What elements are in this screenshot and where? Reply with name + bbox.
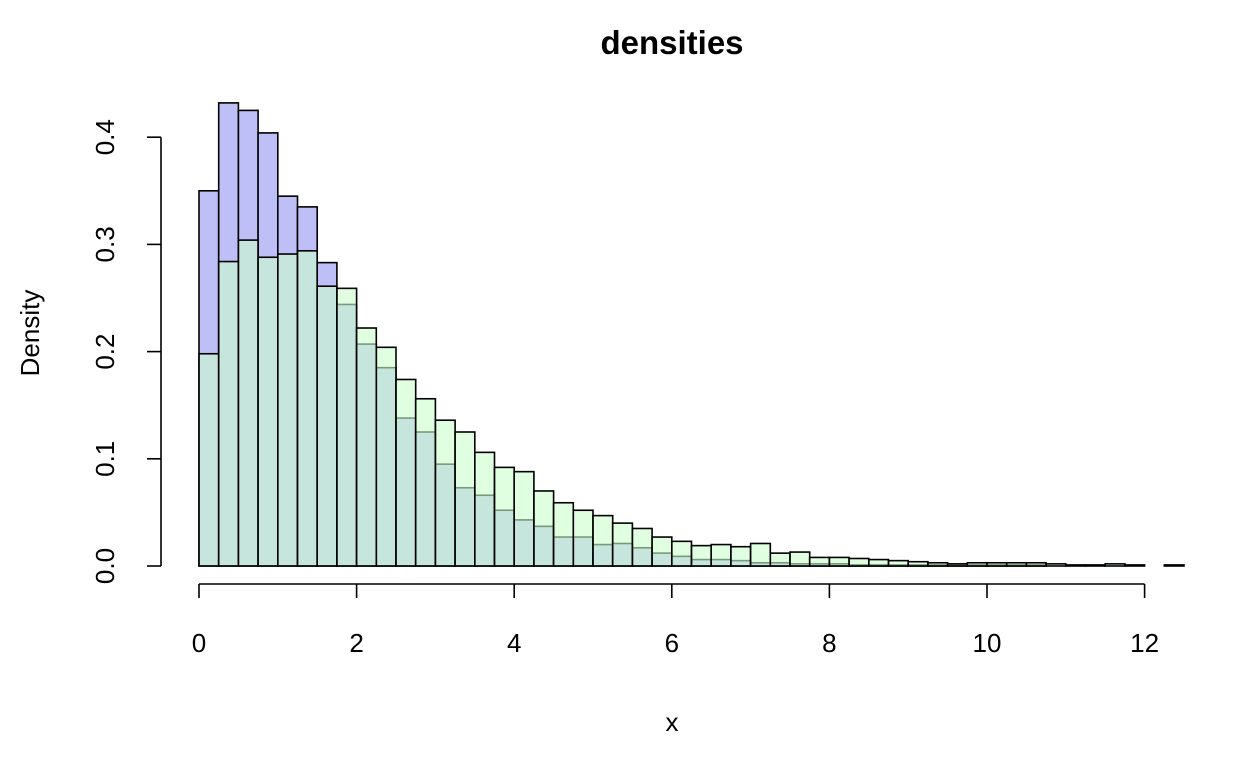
x-axis-label: x (666, 707, 679, 737)
histogram-bar (434, 419, 456, 567)
x-tick-label: 10 (973, 628, 1002, 658)
histogram-bar (611, 522, 634, 567)
histogram-bar (1104, 563, 1126, 567)
x-tick-label: 12 (1130, 628, 1159, 658)
series-green-bars (198, 239, 1185, 567)
y-tick-label: 0.0 (90, 548, 120, 584)
histogram-bar (414, 397, 437, 567)
histogram-bar (710, 543, 732, 567)
x-tick-label: 8 (822, 628, 836, 658)
histogram-bar (395, 378, 417, 567)
histogram-bar (375, 346, 397, 567)
histogram-bar (1045, 563, 1067, 567)
histogram-bar (1065, 564, 1087, 567)
y-tick-label: 0.4 (90, 119, 120, 155)
histogram-bar (769, 552, 791, 567)
histogram-bar (986, 561, 1008, 567)
histogram-bar (454, 431, 476, 567)
y-axis-label: Density (15, 290, 45, 377)
histogram-bar (946, 563, 969, 567)
x-tick-label: 2 (349, 628, 363, 658)
y-axis: 0.0 0.1 0.2 0.3 0.4 (90, 119, 162, 584)
histogram-bar (473, 451, 496, 567)
histogram-bar (631, 527, 653, 567)
histogram-bar (848, 557, 870, 567)
histogram-bar (276, 253, 299, 567)
histogram-bar (198, 352, 220, 567)
histogram-bar (493, 466, 516, 567)
histogram-bar (651, 536, 673, 567)
histogram-bar (316, 285, 338, 567)
x-tick-label: 0 (192, 628, 206, 658)
x-tick-label: 4 (507, 628, 521, 658)
histogram-bar (789, 551, 811, 567)
histogram-bar (1163, 564, 1185, 567)
histogram-bar (690, 544, 713, 567)
histogram-bar (808, 556, 831, 567)
y-tick-label: 0.2 (90, 334, 120, 370)
histogram-bar (592, 514, 614, 567)
histogram-bar (336, 287, 358, 567)
histogram-bar (296, 250, 319, 567)
y-tick-label: 0.3 (90, 226, 120, 262)
histogram-bar (237, 239, 259, 567)
y-tick-label: 0.1 (90, 441, 120, 477)
histogram-bar (887, 559, 910, 567)
histogram-bar (217, 260, 240, 567)
x-tick-label: 6 (665, 628, 679, 658)
histogram-bar (355, 327, 378, 567)
histogram-bar (257, 256, 279, 567)
histogram-bar (749, 542, 772, 567)
histogram-bar (828, 556, 850, 567)
x-axis: 0 2 4 6 8 10 12 (192, 583, 1159, 658)
histogram-bar (927, 561, 949, 567)
histogram-bar (572, 509, 594, 567)
histogram-bar (867, 558, 890, 567)
histogram-bar (1124, 564, 1146, 567)
histogram-bar (552, 501, 575, 567)
histogram-bar (730, 545, 752, 567)
histogram-bar (513, 470, 535, 567)
histogram-bar (1005, 561, 1028, 567)
histogram-bar (907, 560, 929, 567)
histogram-bar (1084, 564, 1107, 567)
histogram-bar (670, 540, 693, 567)
histogram-bar (1025, 561, 1047, 567)
histogram-bar (533, 490, 555, 567)
histogram-bar (966, 561, 988, 567)
chart-title: densities (600, 24, 743, 61)
